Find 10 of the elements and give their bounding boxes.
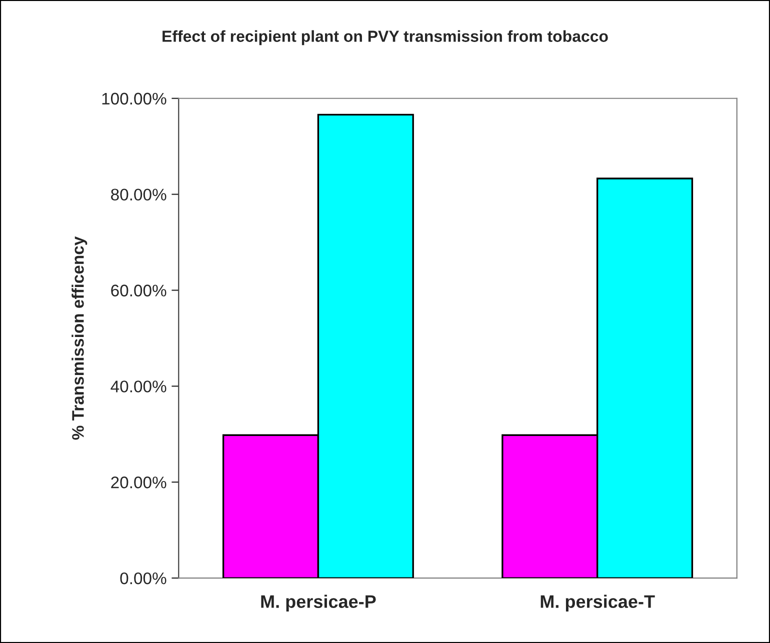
y-tick-label: 40.00%	[110, 380, 166, 392]
chart-title: Effect of recipient plant on PVY transmission from tobacco	[162, 30, 608, 46]
x-tick-label: M. persicae-T	[540, 594, 655, 612]
y-tick-label: 60.00%	[111, 284, 166, 296]
y-tick-label: 0.00%	[120, 572, 166, 584]
y-axis-title: % Transmission efficency	[72, 236, 88, 440]
y-tick-label: 100.00%	[102, 92, 166, 105]
y-tick-label: 80.00%	[111, 188, 166, 201]
x-tick-label: M. persicae-P	[261, 594, 376, 612]
y-tick-label: 20.00%	[111, 476, 166, 488]
